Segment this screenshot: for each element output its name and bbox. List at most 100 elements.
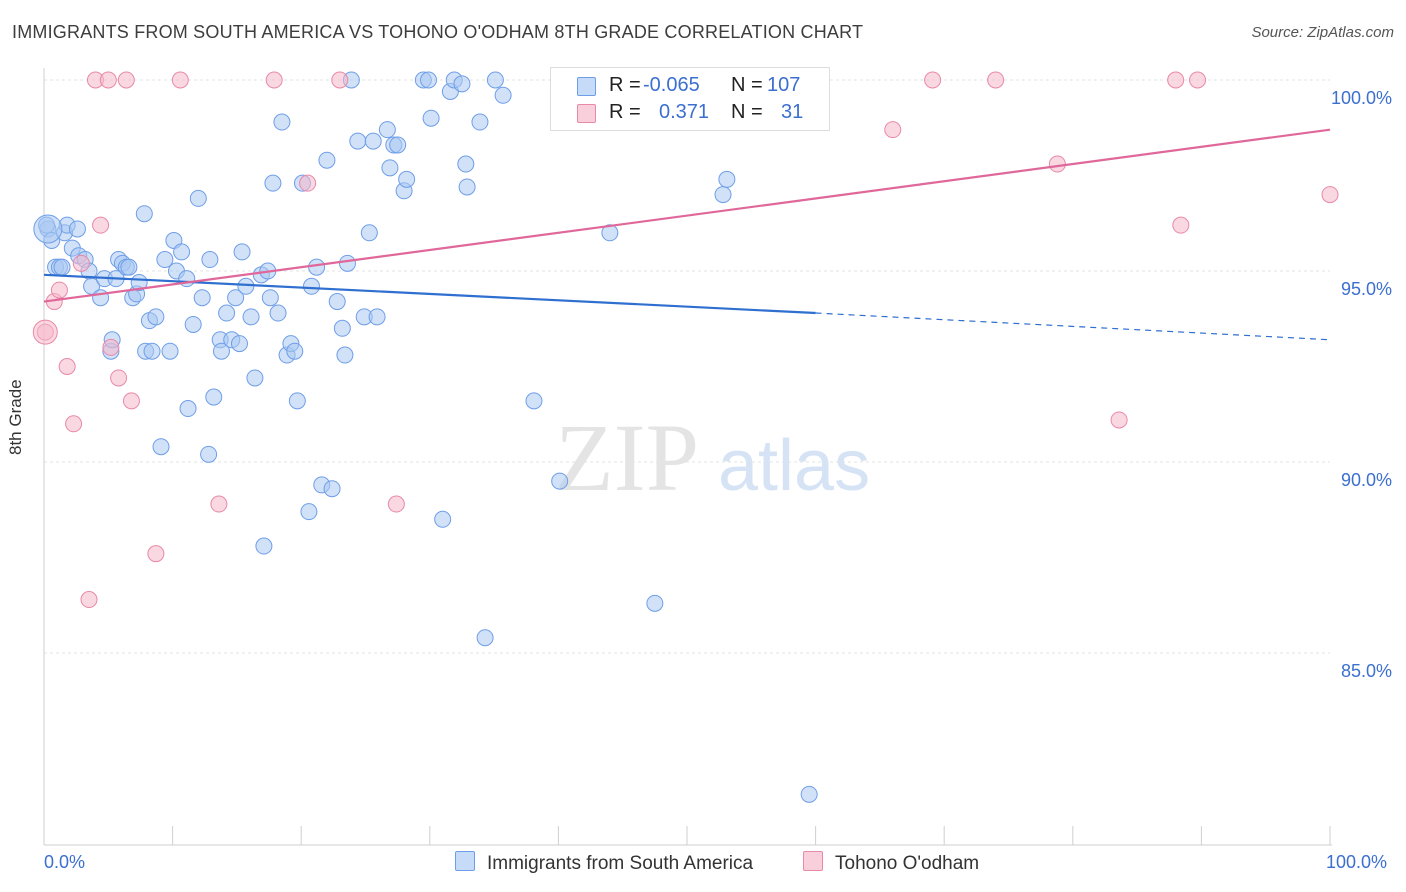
legend-swatch-tohono [803, 851, 823, 871]
watermark-atlas: atlas [718, 426, 870, 506]
data-point [230, 335, 248, 353]
data-point [420, 71, 438, 89]
data-point-cluster [32, 319, 58, 345]
y-tick-labels: 85.0% 90.0% 95.0% 100.0% [1331, 88, 1392, 681]
data-point [152, 438, 170, 456]
watermark-zip: ZIP [555, 404, 699, 511]
stats-box: R = -0.065 N = 107 R = 0.371 N = 31 [550, 67, 830, 131]
legend-swatch-south-america [455, 851, 475, 871]
data-point [72, 254, 90, 272]
data-point [261, 289, 279, 307]
stats-swatch-tohono [577, 104, 596, 123]
legend-label-south-america: Immigrants from South America [487, 853, 754, 874]
data-point [50, 281, 68, 299]
data-point [471, 113, 489, 131]
r-label: R = [609, 101, 641, 123]
data-point-cluster [33, 214, 63, 244]
data-point [1321, 186, 1339, 204]
series-points-south-america [33, 71, 818, 803]
legend-item-south-america[interactable]: Immigrants from South America [455, 851, 753, 875]
axes [43, 68, 1332, 846]
data-point [242, 308, 260, 326]
data-point [173, 243, 191, 261]
data-point [364, 132, 382, 150]
data-point [193, 289, 211, 307]
y-tick-label: 100.0% [1331, 88, 1392, 108]
data-point [601, 224, 619, 242]
x-tick-label-max: 100.0% [1326, 852, 1388, 872]
data-point [120, 258, 138, 276]
data-point [147, 545, 165, 563]
data-point [328, 293, 346, 311]
data-point [161, 342, 179, 360]
data-point [1172, 216, 1190, 234]
data-point [65, 415, 83, 433]
data-point [299, 174, 317, 192]
data-point [286, 342, 304, 360]
data-point [102, 338, 120, 356]
data-point [135, 205, 153, 223]
data-point [1110, 411, 1128, 429]
legend-item-tohono[interactable]: Tohono O'odham [803, 851, 979, 875]
data-point [212, 342, 230, 360]
data-point [189, 189, 207, 207]
data-point [333, 319, 351, 337]
data-point [80, 591, 98, 609]
data-point [338, 254, 356, 272]
data-point [205, 388, 223, 406]
data-point [227, 289, 245, 307]
n-value: 31 [781, 101, 804, 123]
data-point [237, 277, 255, 295]
r-label: R = [609, 74, 641, 96]
data-point [458, 178, 476, 196]
n-value: 107 [767, 74, 801, 96]
data-point [171, 71, 189, 89]
data-point [368, 308, 386, 326]
n-label: N = [731, 101, 763, 123]
data-point [117, 71, 135, 89]
data-point [110, 369, 128, 387]
data-point [233, 243, 251, 261]
data-point [434, 510, 452, 528]
grid-lines [44, 79, 1330, 654]
data-point [201, 251, 219, 269]
data-point [264, 174, 282, 192]
r-value: -0.065 [643, 74, 700, 96]
data-point [92, 216, 110, 234]
legend-label-tohono: Tohono O'odham [835, 853, 980, 874]
data-point [323, 480, 341, 498]
data-point [53, 258, 71, 276]
data-point [476, 629, 494, 647]
data-point [68, 220, 86, 238]
data-point [551, 472, 569, 490]
data-point [1189, 71, 1207, 89]
data-point [1048, 155, 1066, 173]
chart-title: IMMIGRANTS FROM SOUTH AMERICA VS TOHONO … [12, 22, 864, 42]
data-point [1167, 71, 1185, 89]
data-point [378, 121, 396, 139]
data-point [718, 170, 736, 188]
y-tick-label: 85.0% [1341, 661, 1392, 681]
n-label: N = [731, 74, 763, 96]
data-point [302, 277, 320, 295]
stats-row-tohono: R = 0.371 N = 31 [551, 101, 829, 127]
data-point [494, 86, 512, 104]
data-point [265, 71, 283, 89]
data-point [525, 392, 543, 410]
x-tick-label-min: 0.0% [44, 852, 86, 872]
data-point [800, 785, 818, 803]
trend-line-tohono [43, 128, 1331, 303]
data-point [884, 121, 902, 139]
data-point [255, 537, 273, 555]
data-point [246, 369, 264, 387]
data-point [398, 170, 416, 188]
data-point [210, 495, 228, 513]
data-point [147, 308, 165, 326]
trend-lines [43, 128, 1331, 341]
data-point [99, 71, 117, 89]
stats-swatch-south-america [577, 77, 596, 96]
data-point [381, 159, 399, 177]
data-point [300, 503, 318, 521]
data-point [218, 304, 236, 322]
data-point [349, 132, 367, 150]
